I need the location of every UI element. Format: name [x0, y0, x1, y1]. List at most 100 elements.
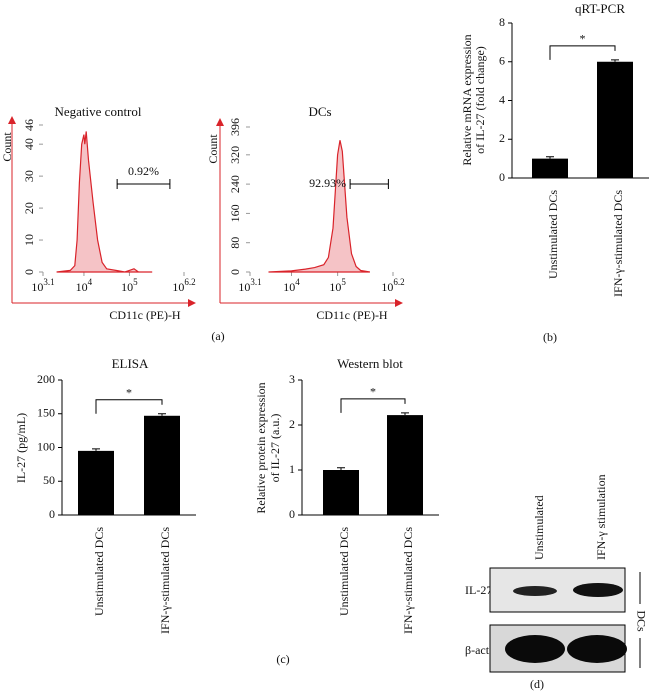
y-tick-label: 30 [22, 170, 36, 182]
y-tick-label: 0 [49, 507, 55, 521]
tick-exponent: 3.1 [43, 277, 54, 287]
tick-exponent: 6.2 [184, 277, 195, 287]
y-tick-label: 200 [37, 372, 55, 386]
y-tick-label: 10 [22, 234, 36, 246]
y-tick-label: 396 [228, 118, 242, 136]
tick-exponent: 4 [295, 277, 300, 287]
x-tick-label: IFN-γ-stimulated DCs [158, 527, 172, 634]
bar [387, 415, 423, 515]
y-axis-label: IL-27 (pg/mL) [14, 413, 28, 483]
y-tick-label: 320 [228, 146, 242, 164]
y-tick-label: 150 [37, 406, 55, 420]
y-axis-label: Relative mRNA expression [460, 34, 474, 165]
bar [597, 61, 633, 178]
x-tick-label: 103.1 [31, 277, 54, 294]
tick-exponent: 6.2 [393, 277, 404, 287]
x-axis-label: CD11c (PE)-H [109, 308, 181, 322]
significance-bracket [340, 398, 406, 413]
lane-label: IFN-γ stimulation [594, 474, 608, 560]
x-tick-label: 105 [121, 277, 138, 294]
chart-title: DCs [308, 104, 331, 119]
histogram [268, 140, 370, 273]
y-axis-label: Count [0, 132, 14, 162]
y-axis-label: of IL-27 (fold change) [473, 46, 487, 154]
gate-label: 92.93% [309, 176, 346, 190]
tick-base: 10 [329, 280, 341, 294]
error-bar [546, 156, 554, 159]
tick-exponent: 5 [133, 277, 138, 287]
lane-label: Unstimulated [532, 495, 546, 560]
y-tick-label: 80 [228, 237, 242, 249]
tick-base: 10 [172, 280, 184, 294]
significance-label: * [126, 386, 132, 400]
significance-label: * [580, 32, 586, 46]
error-bar [158, 413, 166, 416]
x-tick-label: 103.1 [238, 277, 261, 294]
significance-bracket [549, 45, 616, 60]
y-tick-label: 6 [499, 54, 505, 68]
gate [349, 179, 389, 189]
gate [116, 179, 171, 189]
y-tick-label: 50 [43, 473, 55, 487]
error-bar [401, 412, 409, 416]
x-axis-label: CD11c (PE)-H [316, 308, 388, 322]
x-tick-label: 104 [76, 277, 93, 294]
tick-base: 10 [238, 280, 250, 294]
band [505, 635, 565, 663]
error-bar [92, 448, 100, 451]
bar [78, 450, 114, 515]
y-tick-label: 0 [228, 269, 242, 275]
y-tick-label: 40 [22, 138, 36, 150]
y-tick-label: 3 [289, 372, 295, 386]
panel-label: (c) [276, 652, 289, 666]
band [513, 586, 557, 596]
chart-title: ELISA [112, 356, 149, 371]
x-tick-label: Unstimulated DCs [546, 190, 560, 279]
tick-base: 10 [31, 280, 43, 294]
error-bar [611, 59, 619, 62]
significance-bracket [95, 399, 163, 414]
y-tick-label: 0 [499, 170, 505, 184]
x-tick-label: IFN-γ-stimulated DCs [611, 190, 625, 297]
significance-label: * [370, 385, 376, 399]
chart-title: Negative control [55, 104, 142, 119]
gate-label: 0.92% [128, 164, 159, 178]
tick-exponent: 4 [88, 277, 93, 287]
tick-base: 10 [381, 280, 393, 294]
histogram [56, 131, 153, 273]
y-tick-label: 46 [22, 119, 36, 131]
x-tick-label: 104 [283, 277, 300, 294]
panel-label: (d) [530, 677, 544, 691]
band [567, 635, 627, 663]
y-tick-label: 20 [22, 202, 36, 214]
band [573, 583, 623, 597]
row-label: IL-27 [465, 583, 492, 597]
y-tick-label: 4 [499, 92, 505, 106]
x-tick-label: 106.2 [172, 277, 195, 294]
x-tick-label: IFN-γ-stimulated DCs [401, 527, 415, 634]
blot: Unstimulated IFN-γ stimulation IL-27 β-a… [465, 474, 648, 673]
group-label: DCs [634, 610, 648, 632]
tick-base: 10 [283, 280, 295, 294]
y-tick-label: 2 [289, 417, 295, 431]
y-tick-label: 240 [228, 175, 242, 193]
x-tick-label: 106.2 [381, 277, 404, 294]
tick-exponent: 5 [341, 277, 346, 287]
y-axis-label: Relative protein expression [254, 382, 268, 513]
tick-base: 10 [121, 280, 133, 294]
y-tick-label: 8 [499, 15, 505, 29]
y-tick-label: 1 [289, 462, 295, 476]
bar [323, 470, 359, 515]
x-tick-label: Unstimulated DCs [337, 527, 351, 616]
chart-title: qRT-PCR [575, 1, 625, 16]
bar [532, 158, 568, 178]
x-tick-label: Unstimulated DCs [92, 527, 106, 616]
y-tick-label: 100 [37, 439, 55, 453]
panel-label: (b) [543, 330, 557, 344]
panel-label: (a) [211, 329, 224, 343]
tick-exponent: 3.1 [250, 277, 261, 287]
y-axis-label: of IL-27 (a.u.) [268, 414, 282, 483]
bar [144, 415, 180, 515]
y-tick-label: 2 [499, 131, 505, 145]
